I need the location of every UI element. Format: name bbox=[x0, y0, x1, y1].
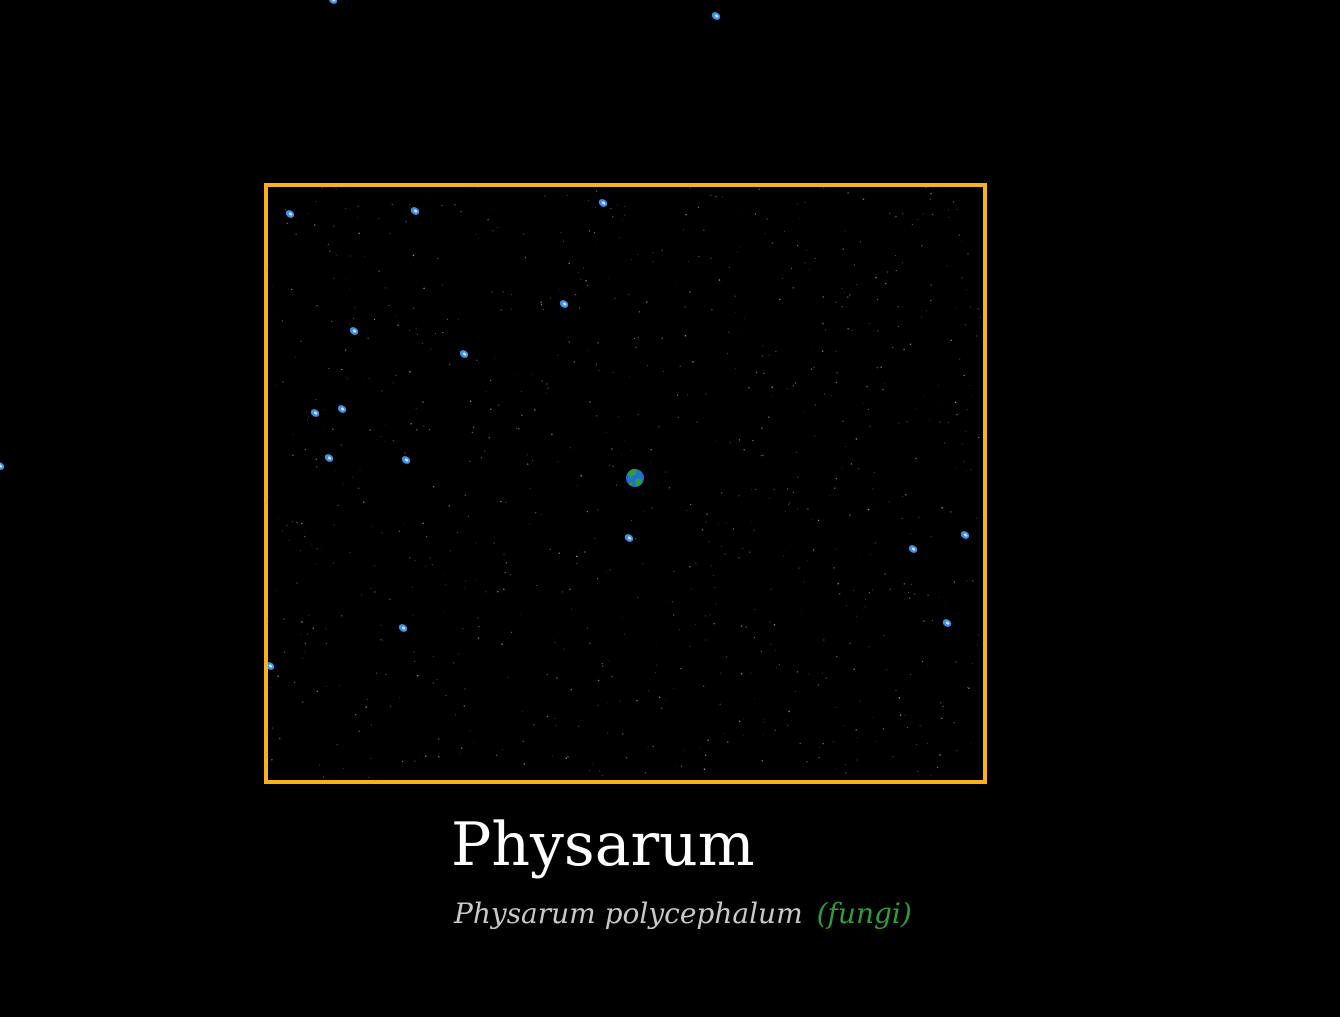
species-kingdom: (fungi) bbox=[816, 897, 912, 930]
blue-droplet-icon bbox=[337, 405, 347, 413]
blue-droplet-icon bbox=[624, 534, 634, 542]
blue-droplet-icon bbox=[908, 545, 918, 553]
starfield bbox=[268, 187, 981, 778]
blue-droplet-icon bbox=[711, 12, 721, 20]
simulation-field[interactable] bbox=[268, 187, 983, 780]
blue-droplet-icon bbox=[559, 300, 569, 308]
blue-droplet-icon bbox=[0, 462, 5, 470]
blue-droplet-icon bbox=[960, 531, 970, 539]
species-common-name: Physarum bbox=[451, 810, 755, 880]
blue-droplet-icon bbox=[328, 0, 338, 4]
blue-droplet-icon bbox=[285, 210, 295, 218]
species-scientific-name: Physarum polycephalum bbox=[454, 897, 803, 930]
blue-droplet-icon bbox=[349, 327, 359, 335]
simulation-viewport[interactable] bbox=[264, 183, 987, 784]
food-particles bbox=[268, 199, 970, 670]
earth-globe-icon[interactable] bbox=[626, 468, 644, 487]
blue-droplet-icon bbox=[410, 207, 420, 215]
blue-droplet-icon bbox=[401, 456, 411, 464]
species-subtitle: Physarum polycephalum (fungi) bbox=[454, 900, 912, 928]
blue-droplet-icon bbox=[398, 624, 408, 632]
blue-droplet-icon bbox=[324, 454, 334, 462]
blue-droplet-icon bbox=[459, 350, 469, 358]
blue-droplet-icon bbox=[268, 662, 275, 670]
blue-droplet-icon bbox=[942, 619, 952, 627]
blue-droplet-icon bbox=[310, 409, 320, 417]
blue-droplet-icon bbox=[598, 199, 608, 207]
outer-food-particles bbox=[0, 0, 721, 470]
